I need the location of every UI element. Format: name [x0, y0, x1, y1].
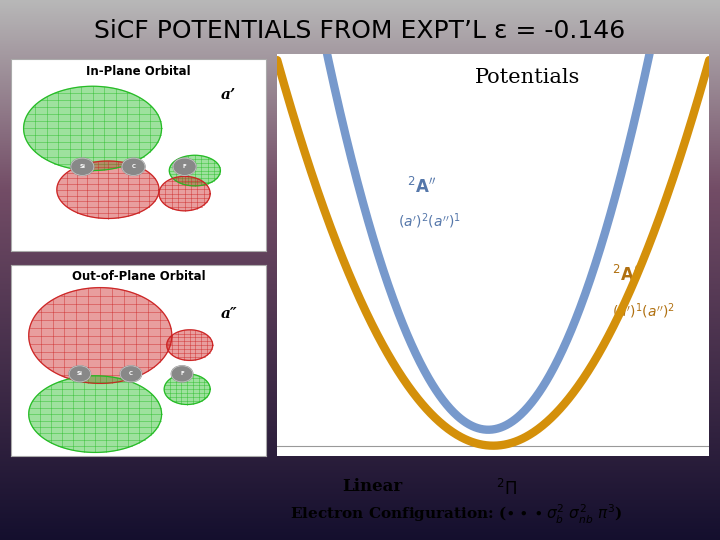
Polygon shape: [24, 86, 161, 171]
Polygon shape: [169, 156, 220, 186]
Text: $(a')^2(a'')^1$: $(a')^2(a'')^1$: [398, 211, 461, 231]
Polygon shape: [167, 330, 212, 360]
Text: $(a')^1(a'')^2$: $(a')^1(a'')^2$: [612, 302, 675, 321]
Text: C: C: [132, 164, 135, 169]
Text: Si: Si: [77, 372, 83, 376]
Text: F: F: [180, 372, 184, 376]
Circle shape: [69, 366, 91, 382]
Polygon shape: [159, 177, 210, 211]
Polygon shape: [164, 374, 210, 404]
Text: Out-of-Plane Orbital: Out-of-Plane Orbital: [72, 271, 205, 284]
Polygon shape: [29, 288, 172, 383]
Text: Potentials: Potentials: [475, 68, 580, 87]
Circle shape: [71, 158, 94, 176]
Polygon shape: [29, 376, 161, 453]
Text: a’: a’: [220, 88, 235, 102]
Text: Linear: Linear: [342, 478, 402, 495]
Text: $^2\Pi$: $^2\Pi$: [495, 478, 517, 498]
Text: Electron Configuration: ($\bullet\bullet\bullet\sigma^2_b\ \sigma^2_{nb}\ \pi^3$: Electron Configuration: ($\bullet\bullet…: [290, 503, 623, 526]
Circle shape: [171, 366, 193, 382]
Text: Si: Si: [79, 164, 86, 169]
Text: a″: a″: [220, 307, 237, 321]
Text: SiCF POTENTIALS FROM EXPT’L ε = -0.146: SiCF POTENTIALS FROM EXPT’L ε = -0.146: [94, 19, 626, 43]
Text: In-Plane Orbital: In-Plane Orbital: [86, 65, 191, 78]
Circle shape: [120, 366, 142, 382]
Text: C: C: [129, 372, 133, 376]
Text: F: F: [183, 164, 186, 169]
Text: $^2\mathbf{A}^{\prime}$: $^2\mathbf{A}^{\prime}$: [612, 265, 638, 285]
Circle shape: [173, 158, 196, 176]
Polygon shape: [57, 161, 159, 219]
Text: $^2\mathbf{A}^{\prime\prime}$: $^2\mathbf{A}^{\prime\prime}$: [407, 177, 436, 197]
Circle shape: [122, 158, 145, 176]
